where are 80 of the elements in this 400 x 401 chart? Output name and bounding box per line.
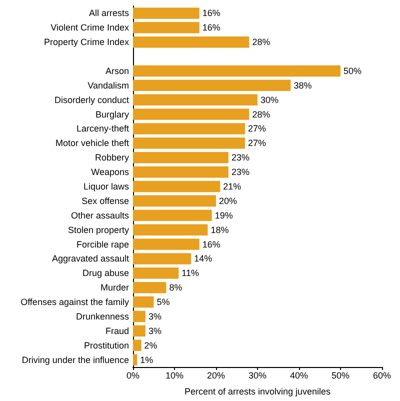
data-label: 21%: [223, 182, 242, 192]
y-tick-label: Drunkenness: [76, 311, 130, 322]
data-label: 38%: [294, 80, 312, 90]
y-tick-label: Violent Crime Index: [50, 22, 130, 33]
data-label: 23%: [231, 167, 250, 178]
bar: [133, 296, 154, 308]
y-tick-label: Motor vehicle theft: [55, 138, 130, 148]
bar: [133, 253, 192, 264]
bar: [133, 325, 146, 337]
x-tick-label: 30%: [248, 370, 267, 380]
y-tick-label: Prostitution: [84, 340, 129, 350]
data-label: 19%: [214, 210, 233, 220]
data-label: 3%: [148, 311, 162, 322]
y-tick-label: Arson: [105, 66, 129, 76]
x-axis-title: Percent of arrests involving juveniles: [184, 386, 332, 396]
data-label: 28%: [252, 109, 270, 120]
data-label: 27%: [248, 124, 266, 134]
bar: [133, 22, 200, 34]
y-tick-label: Driving under the influence: [22, 354, 129, 365]
bar: [133, 268, 179, 279]
bar: [133, 282, 166, 294]
y-tick-label: Forcible rape: [76, 239, 129, 250]
x-tick-label: 40%: [290, 370, 308, 380]
data-label: 2%: [144, 340, 158, 350]
bar: [133, 65, 340, 77]
bar: [133, 224, 208, 236]
bar: [133, 195, 216, 207]
bar: [133, 108, 250, 120]
y-tick-label: Weapons: [91, 167, 130, 178]
data-label: 1%: [140, 354, 154, 365]
bar: [133, 152, 228, 164]
x-tick-label: 50%: [331, 370, 350, 380]
y-tick-label: Liquor laws: [83, 182, 130, 192]
y-tick-label: Aggravated assault: [52, 254, 130, 264]
bar: [133, 210, 212, 222]
bar: [133, 80, 291, 92]
bar: [133, 180, 220, 192]
data-label: 20%: [219, 196, 238, 206]
y-tick-label: Vandalism: [88, 80, 129, 90]
y-tick-label: Drug abuse: [82, 268, 129, 278]
y-tick-label: Sex offense: [82, 196, 129, 206]
data-label: 18%: [210, 224, 229, 235]
bar: [133, 138, 246, 149]
bar: [133, 36, 250, 48]
bar: [133, 310, 146, 322]
bar: [133, 123, 246, 134]
bar: [133, 340, 142, 351]
y-tick-label: Property Crime Index: [44, 37, 130, 48]
x-tick-label: 60%: [372, 370, 392, 380]
x-tick-label: 20%: [206, 370, 226, 380]
data-label: 27%: [248, 138, 266, 148]
y-tick-label: Burglary: [95, 109, 130, 120]
data-label: 5%: [156, 297, 170, 308]
data-label: 50%: [344, 66, 362, 76]
y-tick-label: Disorderly conduct: [54, 94, 130, 105]
data-label: 8%: [169, 282, 182, 293]
y-tick-label: Fraud: [105, 326, 129, 336]
y-tick-label: All arrests: [88, 8, 130, 18]
y-tick-label: Murder: [100, 282, 129, 293]
data-label: 28%: [252, 37, 270, 48]
data-label: 16%: [202, 22, 220, 33]
data-label: 23%: [231, 152, 250, 163]
x-tick-label: 0%: [126, 370, 140, 380]
y-tick-label: Other assaults: [70, 210, 130, 220]
bar: [133, 8, 200, 19]
x-tick-label: 10%: [165, 370, 184, 380]
y-tick-label: Larceny-theft: [76, 124, 130, 134]
bar: [133, 238, 200, 250]
bar: [133, 354, 138, 366]
data-label: 16%: [202, 8, 220, 18]
data-label: 11%: [182, 268, 200, 278]
y-tick-label: Offenses against the family: [20, 297, 130, 308]
y-tick-label: Stolen property: [68, 224, 130, 235]
data-label: 14%: [194, 254, 212, 264]
bar: [133, 166, 228, 178]
data-label: 3%: [148, 326, 162, 336]
bar: [133, 94, 258, 106]
data-label: 16%: [202, 239, 220, 250]
y-tick-label: Robbery: [94, 152, 130, 163]
data-label: 30%: [260, 94, 279, 105]
